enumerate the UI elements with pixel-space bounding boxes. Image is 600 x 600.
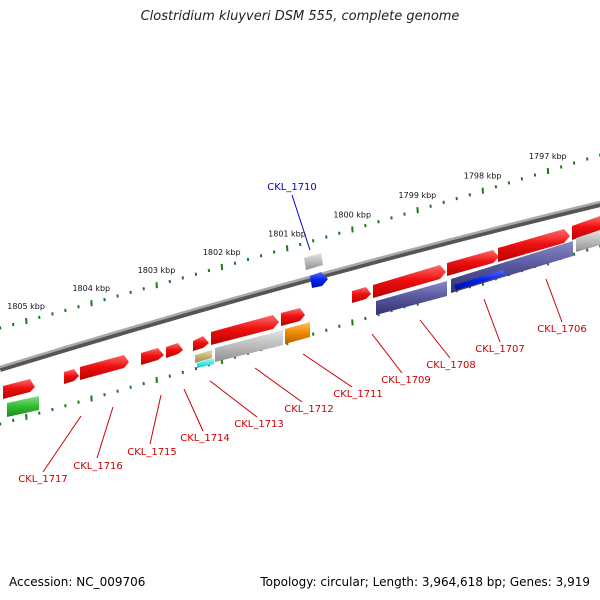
genome-backbone	[0, 200, 600, 372]
gene-label[interactable]: CKL_1706	[537, 324, 587, 335]
scale-label: 1803 kbp	[138, 266, 176, 275]
scale-label: 1802 kbp	[203, 248, 241, 257]
gene-ckl-1708[interactable]	[447, 250, 499, 276]
gene-label[interactable]: CKL_1714	[180, 433, 230, 444]
gene-label[interactable]: CKL_1709	[381, 375, 431, 386]
gene-ckl-1712[interactable]	[211, 315, 279, 345]
forward-strand-genes	[3, 216, 600, 399]
scale-label: 1804 kbp	[72, 284, 110, 293]
reverse-strand-genes	[7, 230, 600, 417]
accession-text: Accession: NC_009706	[9, 575, 146, 589]
genome-summary: Topology: circular; Length: 3,964,618 bp…	[260, 575, 590, 589]
scale-label: 1797 kbp	[529, 152, 567, 161]
gene-labels: CKL_1706 CKL_1707 CKL_1708 CKL_1709 CKL_…	[18, 324, 587, 485]
highlight-gene-label[interactable]: CKL_1710	[267, 182, 317, 193]
gene-ckl-1709-b[interactable]	[373, 265, 446, 298]
map-title: Clostridium kluyveri DSM 555, complete g…	[140, 9, 460, 24]
gene-ckl-1709-reverse[interactable]	[376, 281, 447, 315]
gene-ckl-1715[interactable]	[141, 348, 164, 365]
gene-ckl-1712-reverse[interactable]	[215, 330, 283, 362]
gene-ckl-1706[interactable]	[572, 216, 600, 240]
scale-label: 1805 kbp	[7, 302, 45, 311]
gene-label[interactable]: CKL_1708	[426, 360, 476, 371]
gene-ckl-1713-rna-a[interactable]	[195, 350, 212, 363]
scale-label: 1801 kbp	[268, 229, 306, 238]
scale-label: 1798 kbp	[464, 172, 502, 181]
gene-label[interactable]: CKL_1717	[18, 474, 68, 485]
outer-scale-track: 1805 kbp 1804 kbp 1803 kbp 1802 kbp 1801 kbp…	[0, 152, 600, 330]
gene-ckl-1706-reverse[interactable]	[576, 230, 600, 252]
gene-ckl-1714[interactable]	[166, 343, 183, 358]
gene-ckl-1711[interactable]	[281, 308, 305, 326]
gene-ckl-1717-forward[interactable]	[3, 379, 35, 399]
gene-label-leaders	[42, 278, 563, 473]
highlighted-gene-ckl-1710[interactable]: CKL_1710	[267, 182, 328, 288]
gene-ckl-1716-b[interactable]	[80, 355, 129, 380]
gene-label[interactable]: CKL_1716	[73, 461, 123, 472]
scale-label: 1800 kbp	[333, 210, 371, 219]
gene-ckl-1717-rna[interactable]	[7, 396, 39, 417]
gene-ckl-1716-a[interactable]	[64, 369, 79, 384]
gene-ckl-1707-highlight[interactable]	[454, 270, 505, 290]
gene-label[interactable]: CKL_1712	[284, 404, 334, 415]
gene-ckl-1713[interactable]	[193, 336, 209, 351]
gene-ckl-1711-reverse[interactable]	[285, 322, 310, 344]
gene-ckl-1707[interactable]	[498, 229, 570, 262]
gene-ckl-1713-rna-b[interactable]	[197, 358, 214, 368]
scale-label: 1799 kbp	[399, 191, 437, 200]
gene-ckl-1709-a[interactable]	[352, 287, 371, 303]
gene-label[interactable]: CKL_1713	[234, 419, 284, 430]
gene-label[interactable]: CKL_1711	[333, 389, 383, 400]
gene-label[interactable]: CKL_1715	[127, 447, 177, 458]
gene-label[interactable]: CKL_1707	[475, 344, 525, 355]
